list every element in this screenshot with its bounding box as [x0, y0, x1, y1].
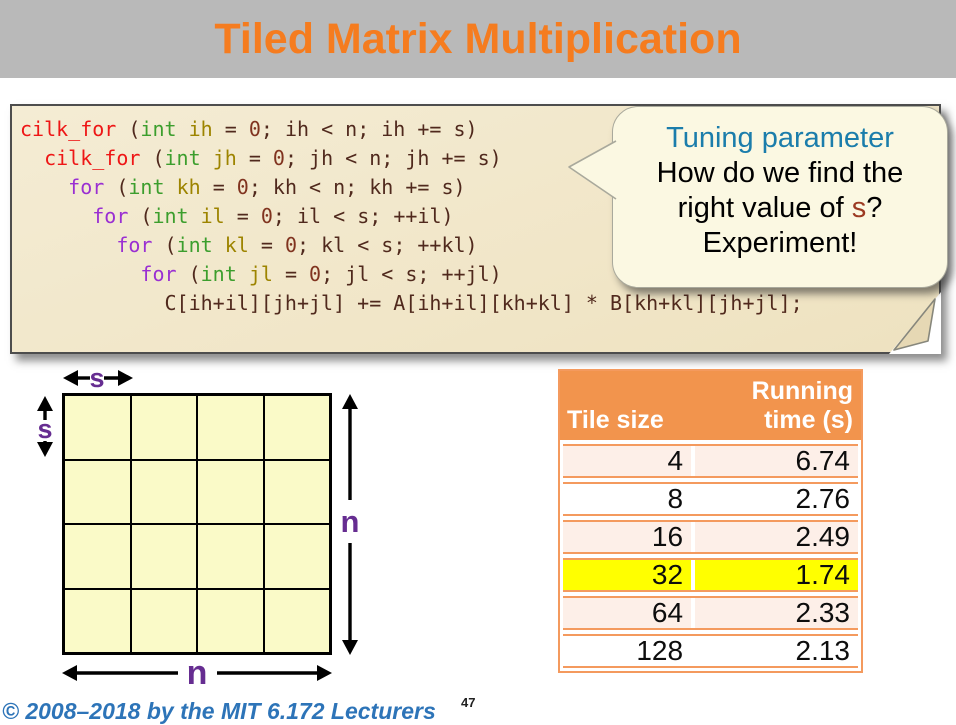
- matrix-cell: [131, 396, 196, 459]
- matrix-cell: [65, 589, 130, 652]
- col-header-running-time: Running time (s): [751, 377, 853, 434]
- matrix-cell: [65, 396, 130, 459]
- matrix-cell: [131, 460, 196, 523]
- tile-size-value: 64: [563, 598, 692, 628]
- matrix-cell: [264, 589, 329, 652]
- matrix-cell: [264, 525, 329, 588]
- code-line: for (int kl = 0; kl < s; ++kl): [116, 233, 478, 257]
- running-time-value: 1.74: [695, 560, 858, 590]
- bubble-line: right value of s?: [677, 192, 883, 224]
- code-line: cilk_for (int ih = 0; ih < n; ih += s): [20, 117, 478, 141]
- running-time-value: 2.33: [695, 598, 858, 628]
- table-row: 8 2.76: [563, 482, 858, 516]
- matrix-cell: [65, 460, 130, 523]
- tile-size-value: 4: [563, 446, 692, 476]
- matrix-cell: [264, 460, 329, 523]
- page-number: 47: [461, 695, 476, 710]
- code-line: cilk_for (int jh = 0; jh < n; jh += s): [44, 146, 502, 170]
- bubble-title: Tuning parameter: [666, 122, 894, 154]
- s-left-label: s: [37, 414, 52, 444]
- matrix-cell: [198, 460, 263, 523]
- n-right-label: n: [341, 504, 360, 539]
- folded-corner-icon: [889, 292, 941, 354]
- s-width-arrow: [63, 370, 133, 386]
- running-time-value: 2.76: [695, 484, 858, 514]
- matrix-cell: [198, 525, 263, 588]
- code-line: for (int kh = 0; kh < n; kh += s): [68, 175, 466, 199]
- table-row: 128 2.13: [563, 634, 858, 668]
- speech-bubble: Tuning parameter How do we find the righ…: [568, 106, 948, 288]
- bubble-line: How do we find the: [656, 157, 904, 189]
- n-height-arrow: [342, 394, 358, 655]
- table-row: 64 2.33: [563, 596, 858, 630]
- tile-size-value: 16: [563, 522, 692, 552]
- matrix-diagram: s s n n: [20, 360, 420, 716]
- matrix-cell: [65, 525, 130, 588]
- matrix-cell: [264, 396, 329, 459]
- running-time-value: 2.49: [695, 522, 858, 552]
- n-bottom-label: n: [187, 654, 208, 692]
- tile-size-value: 128: [563, 636, 692, 666]
- col-header-tile-size: Tile size: [567, 406, 664, 434]
- matrix-grid: [62, 393, 332, 655]
- running-time-value: 6.74: [695, 446, 858, 476]
- running-time-value: 2.13: [695, 636, 858, 666]
- matrix-cell: [198, 589, 263, 652]
- code-line: for (int il = 0; il < s; ++il): [92, 204, 454, 228]
- table-row: 16 2.49: [563, 520, 858, 554]
- matrix-cell: [131, 589, 196, 652]
- copyright-text: © 2008–2018 by the MIT 6.172 Lecturers: [2, 698, 436, 724]
- code-line: for (int jl = 0; jl < s; ++jl): [140, 262, 502, 286]
- n-width-arrow: [62, 665, 332, 681]
- bubble-line: Experiment!: [702, 227, 858, 259]
- table-header: Tile size Running time (s): [560, 371, 861, 440]
- matrix-cell: [131, 525, 196, 588]
- bubble-tail-icon: [568, 140, 617, 200]
- tile-size-value: 32: [563, 560, 692, 590]
- tile-size-value: 8: [563, 484, 692, 514]
- table-row-highlighted: 32 1.74: [563, 558, 858, 592]
- title-bar: Tiled Matrix Multiplication: [0, 0, 956, 78]
- slide-title: Tiled Matrix Multiplication: [214, 14, 742, 63]
- code-line: C[ih+il][jh+jl] += A[ih+il][kh+kl] * B[k…: [20, 291, 803, 315]
- matrix-cell: [198, 396, 263, 459]
- s-top-label: s: [89, 363, 104, 393]
- s-height-arrow: [37, 396, 53, 457]
- results-table: Tile size Running time (s) 4 6.74 8 2.76…: [558, 369, 863, 673]
- variable-s: s: [851, 192, 867, 224]
- table-row: 4 6.74: [563, 444, 858, 478]
